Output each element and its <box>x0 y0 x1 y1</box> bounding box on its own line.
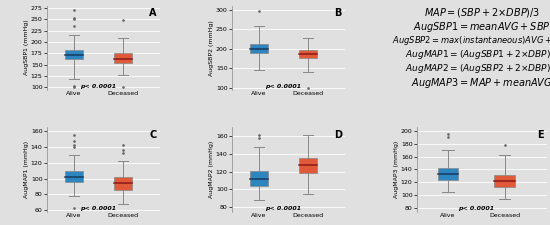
Text: $AugMAP3 = MAP + meanAVG$: $AugMAP3 = MAP + meanAVG$ <box>411 76 550 90</box>
Text: p< 0.0001: p< 0.0001 <box>80 206 117 211</box>
Text: $AugMAP1 = (AugSBP1 + 2 × DBP)/3$: $AugMAP1 = (AugSBP1 + 2 × DBP)/3$ <box>405 48 550 61</box>
Bar <box>65 171 82 182</box>
Bar <box>65 50 82 59</box>
Text: D: D <box>334 130 342 140</box>
Bar <box>438 168 458 180</box>
Text: E: E <box>537 130 543 140</box>
Y-axis label: AugMAP1 (mmHg): AugMAP1 (mmHg) <box>24 141 30 198</box>
Text: p< 0.0001: p< 0.0001 <box>266 206 301 211</box>
Text: $AugSBP1 = meanAVG + SBP$: $AugSBP1 = meanAVG + SBP$ <box>413 20 550 34</box>
Bar <box>114 53 132 63</box>
Y-axis label: AugSBP1 (mmHg): AugSBP1 (mmHg) <box>24 20 29 75</box>
Text: p< 0.0001: p< 0.0001 <box>80 84 117 89</box>
Bar <box>114 177 132 189</box>
Text: A: A <box>150 8 157 18</box>
Text: p< 0.0001: p< 0.0001 <box>458 206 494 211</box>
Bar <box>250 171 268 186</box>
Bar <box>299 50 317 58</box>
Bar <box>250 43 268 53</box>
Bar <box>494 175 515 187</box>
Text: $AugSBP2 = max(instantaneous)AVG + SBP$: $AugSBP2 = max(instantaneous)AVG + SBP$ <box>393 34 550 47</box>
Bar <box>299 158 317 173</box>
Text: p< 0.0001: p< 0.0001 <box>266 84 301 89</box>
Text: $MAP = (SBP + 2 × DBP)/3$: $MAP = (SBP + 2 × DBP)/3$ <box>424 6 540 19</box>
Y-axis label: AugMAP2 (mmHg): AugMAP2 (mmHg) <box>210 141 215 198</box>
Text: $AugMAP2 = (AugSBP2 + 2 × DBP)/3$: $AugMAP2 = (AugSBP2 + 2 × DBP)/3$ <box>405 62 550 75</box>
Text: B: B <box>334 8 342 18</box>
Text: C: C <box>150 130 157 140</box>
Y-axis label: AugSBP2 (mmHg): AugSBP2 (mmHg) <box>210 20 215 76</box>
Y-axis label: AugMAP3 (mmHg): AugMAP3 (mmHg) <box>394 141 399 198</box>
